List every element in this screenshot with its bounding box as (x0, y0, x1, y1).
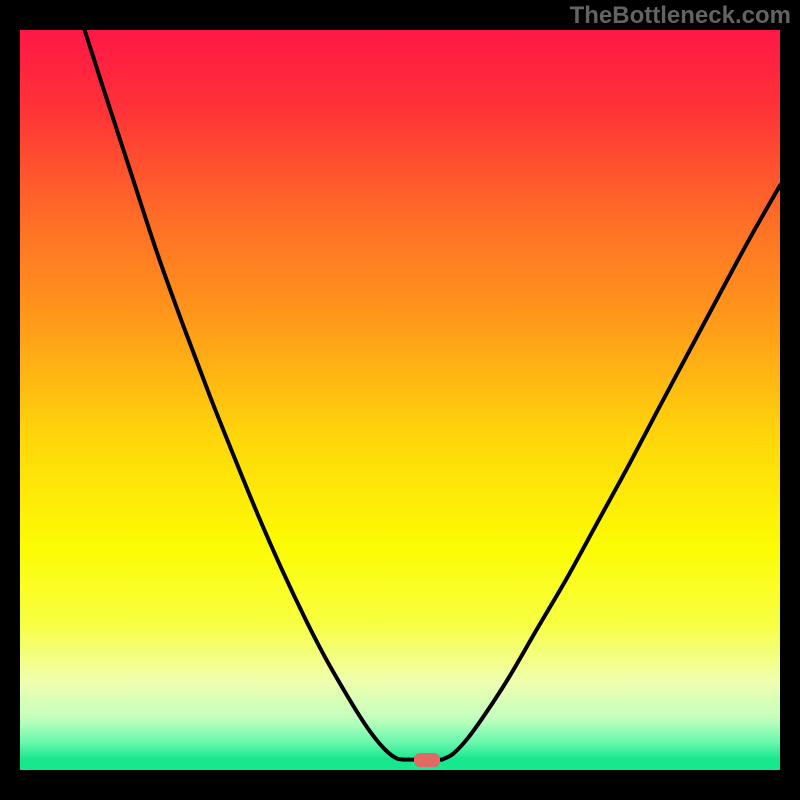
chart-frame: TheBottleneck.com (0, 0, 800, 800)
watermark-text: TheBottleneck.com (570, 2, 791, 30)
optimum-marker (414, 753, 440, 767)
plot-gradient-area (20, 30, 780, 770)
